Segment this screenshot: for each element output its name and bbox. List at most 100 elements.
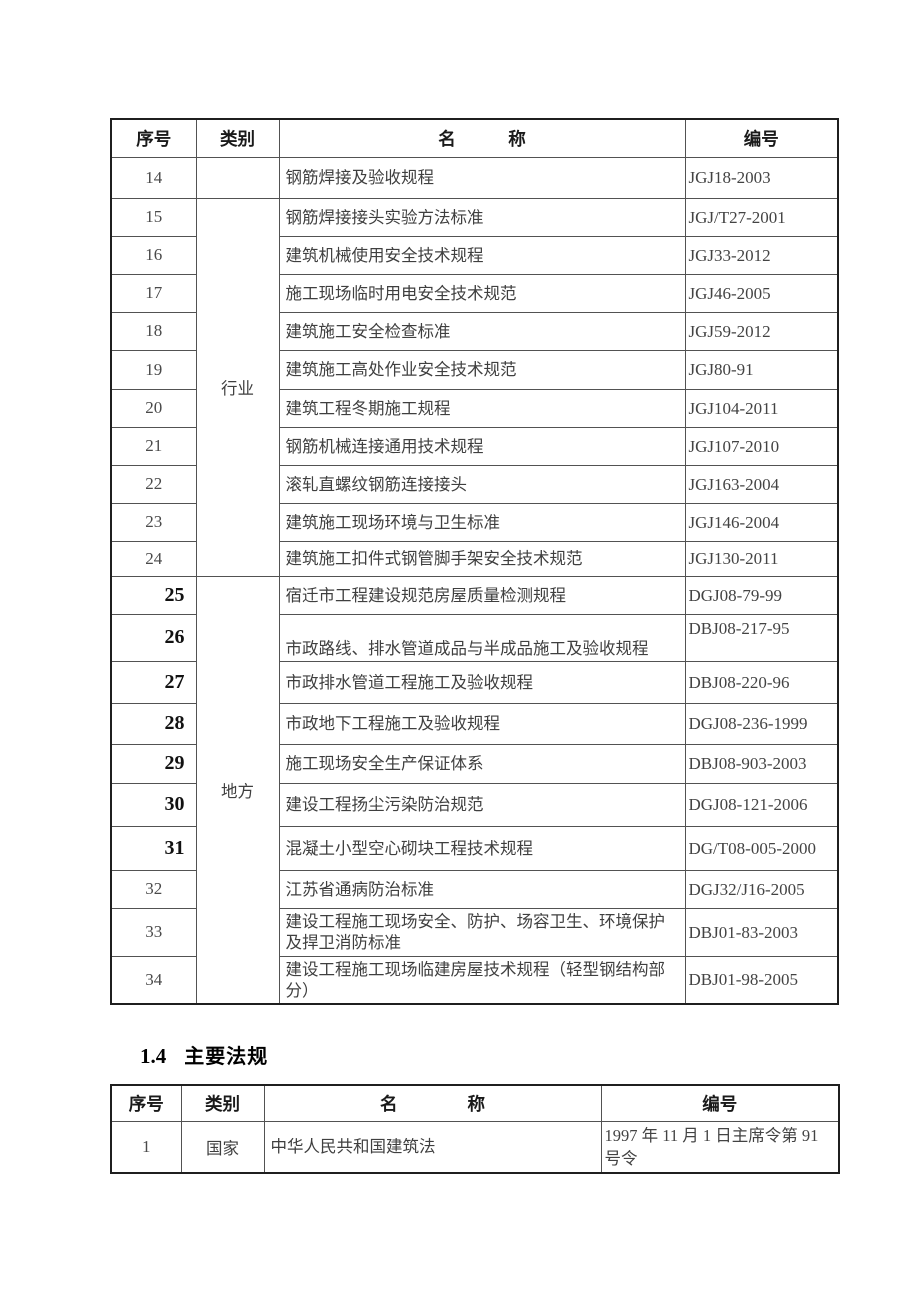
name-cell: 市政路线、排水管道成品与半成品施工及验收规程 xyxy=(278,613,686,662)
row-number-cell: 18 xyxy=(110,311,197,351)
code-cell: 1997 年 11 月 1 日主席令第 91 号令 xyxy=(600,1120,840,1173)
table-row: 16 建筑机械使用安全技术规程 JGJ33-2012 xyxy=(110,235,839,275)
row-number-cell: 14 xyxy=(110,156,197,199)
column-header-code: 编号 xyxy=(684,118,839,158)
name-cell: 建设工程施工现场安全、防护、场容卫生、环境保护及捍卫消防标准 xyxy=(278,907,686,957)
table-row: 15 行业 钢筋焊接接头实验方法标准 JGJ/T27-2001 xyxy=(110,197,839,577)
row-number-cell: 22 xyxy=(110,464,197,504)
column-header-name: 名 称 xyxy=(278,118,686,158)
code-cell: DBJ01-83-2003 xyxy=(684,907,839,957)
code-cell: JGJ80-91 xyxy=(684,349,839,390)
name-cell: 建设工程扬尘污染防治规范 xyxy=(278,782,686,827)
section-number: 1.4 xyxy=(140,1044,167,1068)
table-row: 31 混凝土小型空心砌块工程技术规程 DG/T08-005-2000 xyxy=(110,825,839,871)
row-number-cell: 33 xyxy=(110,907,197,957)
row-number-cell: 1 xyxy=(110,1120,182,1173)
code-cell: DBJ08-217-95 xyxy=(684,613,839,662)
name-cell: 中华人民共和国建筑法 xyxy=(263,1120,602,1173)
code-cell: DGJ08-121-2006 xyxy=(684,782,839,827)
row-number-cell: 27 xyxy=(110,660,197,704)
row-number-cell: 20 xyxy=(110,388,197,428)
code-cell: DBJ01-98-2005 xyxy=(684,955,839,1005)
table-row: 21 钢筋机械连接通用技术规程 JGJ107-2010 xyxy=(110,426,839,466)
code-cell: DGJ08-236-1999 xyxy=(684,702,839,745)
table-row: 27 市政排水管道工程施工及验收规程 DBJ08-220-96 xyxy=(110,660,839,704)
code-cell: DBJ08-220-96 xyxy=(684,660,839,704)
row-number-cell: 23 xyxy=(110,502,197,542)
name-cell: 钢筋机械连接通用技术规程 xyxy=(278,426,686,466)
table-row: 30 建设工程扬尘污染防治规范 DGJ08-121-2006 xyxy=(110,782,839,827)
code-cell: JGJ46-2005 xyxy=(684,273,839,313)
table-row: 18 建筑施工安全检查标准 JGJ59-2012 xyxy=(110,311,839,351)
section-heading: 1.4 主要法规 xyxy=(140,1040,268,1069)
name-cell: 钢筋焊接及验收规程 xyxy=(278,156,686,199)
row-number-cell: 16 xyxy=(110,235,197,275)
code-cell: DGJ08-79-99 xyxy=(684,575,839,615)
code-cell: JGJ163-2004 xyxy=(684,464,839,504)
code-cell: JGJ107-2010 xyxy=(684,426,839,466)
row-number-cell: 30 xyxy=(110,782,197,827)
table-row: 23 建筑施工现场环境与卫生标准 JGJ146-2004 xyxy=(110,502,839,542)
table-row: 24 建筑施工扣件式钢管脚手架安全技术规范 JGJ130-2011 xyxy=(110,540,839,577)
table-row: 22 滚轧直螺纹钢筋连接接头 JGJ163-2004 xyxy=(110,464,839,504)
row-number-cell: 24 xyxy=(110,540,197,577)
table-row: 25 地方 宿迁市工程建设规范房屋质量检测规程 DGJ08-79-99 xyxy=(110,575,839,1005)
name-cell: 混凝土小型空心砌块工程技术规程 xyxy=(278,825,686,871)
header-row: 序号 类别 名 称 编号 xyxy=(110,118,839,158)
header-row: 序号 类别 名 称 编号 xyxy=(110,1084,840,1122)
regulations-table: 序号 类别 名 称 编号 1 国家 中华人民共和国建筑法 1997 年 11 月 1 … xyxy=(110,1084,840,1174)
name-cell: 宿迁市工程建设规范房屋质量检测规程 xyxy=(278,575,686,615)
name-cell: 建设工程施工现场临建房屋技术规程（轻型钢结构部分） xyxy=(278,955,686,1005)
name-cell: 建筑施工现场环境与卫生标准 xyxy=(278,502,686,542)
category-cell: 国家 xyxy=(180,1120,265,1173)
name-cell: 建筑施工扣件式钢管脚手架安全技术规范 xyxy=(278,540,686,577)
name-cell: 建筑机械使用安全技术规程 xyxy=(278,235,686,275)
column-header-category: 类别 xyxy=(180,1084,265,1122)
table-row: 1 国家 中华人民共和国建筑法 1997 年 11 月 1 日主席令第 91 号令 xyxy=(110,1120,840,1173)
row-number-cell: 29 xyxy=(110,743,197,784)
row-number-cell: 21 xyxy=(110,426,197,466)
row-number-cell: 26 xyxy=(110,613,197,662)
column-header-category: 类别 xyxy=(195,118,280,158)
code-cell: DBJ08-903-2003 xyxy=(684,743,839,784)
table-row: 32 江苏省通病防治标准 DGJ32/J16-2005 xyxy=(110,869,839,909)
name-cell: 市政排水管道工程施工及验收规程 xyxy=(278,660,686,704)
category-cell xyxy=(195,156,280,199)
code-cell: JGJ146-2004 xyxy=(684,502,839,542)
column-header-number: 序号 xyxy=(110,118,197,158)
table-row: 34 建设工程施工现场临建房屋技术规程（轻型钢结构部分） DBJ01-98-2005 xyxy=(110,955,839,1005)
column-header-code: 编号 xyxy=(600,1084,840,1122)
name-cell: 建筑施工安全检查标准 xyxy=(278,311,686,351)
code-cell: JGJ59-2012 xyxy=(684,311,839,351)
row-number-cell: 31 xyxy=(110,825,197,871)
name-cell: 市政地下工程施工及验收规程 xyxy=(278,702,686,745)
name-cell: 施工现场临时用电安全技术规范 xyxy=(278,273,686,313)
row-number-cell: 19 xyxy=(110,349,197,390)
name-cell: 钢筋焊接接头实验方法标准 xyxy=(278,197,686,237)
table-row: 17 施工现场临时用电安全技术规范 JGJ46-2005 xyxy=(110,273,839,313)
category-cell: 行业 xyxy=(195,197,280,577)
code-cell: DG/T08-005-2000 xyxy=(684,825,839,871)
table-row: 26 市政路线、排水管道成品与半成品施工及验收规程 DBJ08-217-95 xyxy=(110,613,839,662)
standards-table: 序号 类别 名 称 编号 14 钢筋焊接及验收规程 JGJ18-2003 15 行业 钢筋… xyxy=(110,118,839,1005)
code-cell: JGJ/T27-2001 xyxy=(684,197,839,237)
table-row: 14 钢筋焊接及验收规程 JGJ18-2003 xyxy=(110,156,839,199)
row-number-cell: 15 xyxy=(110,197,197,237)
row-number-cell: 34 xyxy=(110,955,197,1005)
name-cell: 建筑工程冬期施工规程 xyxy=(278,388,686,428)
code-cell: JGJ33-2012 xyxy=(684,235,839,275)
code-cell: JGJ130-2011 xyxy=(684,540,839,577)
column-header-number: 序号 xyxy=(110,1084,182,1122)
row-number-cell: 32 xyxy=(110,869,197,909)
row-number-cell: 28 xyxy=(110,702,197,745)
column-header-name: 名 称 xyxy=(263,1084,602,1122)
category-cell: 地方 xyxy=(195,575,280,1005)
code-cell: JGJ18-2003 xyxy=(684,156,839,199)
code-cell: JGJ104-2011 xyxy=(684,388,839,428)
name-cell: 滚轧直螺纹钢筋连接接头 xyxy=(278,464,686,504)
table-row: 19 建筑施工高处作业安全技术规范 JGJ80-91 xyxy=(110,349,839,390)
name-cell: 建筑施工高处作业安全技术规范 xyxy=(278,349,686,390)
row-number-cell: 17 xyxy=(110,273,197,313)
table-row: 20 建筑工程冬期施工规程 JGJ104-2011 xyxy=(110,388,839,428)
